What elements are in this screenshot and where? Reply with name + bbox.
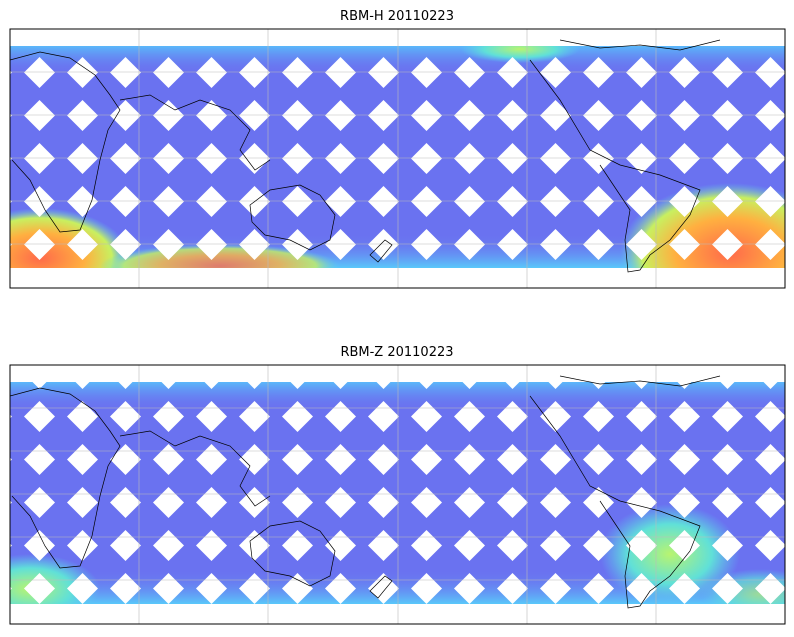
coastline <box>9 51 121 233</box>
panel-title: RBM-H 20110223 <box>340 9 454 24</box>
coastline <box>559 39 721 51</box>
coastline <box>9 387 121 569</box>
panel-title: RBM-Z 20110223 <box>340 345 453 360</box>
coastline <box>119 430 271 507</box>
coastline <box>249 184 336 251</box>
panel-frame <box>9 364 786 625</box>
map-panel: RBM-H 20110223 <box>9 9 786 289</box>
coastline <box>529 59 701 273</box>
coastlines <box>9 39 721 273</box>
swath-gaps <box>10 46 785 268</box>
panel-frame <box>9 28 786 289</box>
coastline <box>119 94 271 171</box>
swath-gaps <box>10 382 785 604</box>
map-panel: RBM-Z 20110223 <box>9 345 786 625</box>
coastline <box>559 375 721 387</box>
coastline <box>369 239 393 263</box>
swath-layer <box>10 382 785 604</box>
coastline <box>249 520 336 587</box>
coastline <box>369 575 393 599</box>
coastline <box>529 395 701 609</box>
swath-layer <box>10 46 785 268</box>
coastlines <box>9 375 721 609</box>
